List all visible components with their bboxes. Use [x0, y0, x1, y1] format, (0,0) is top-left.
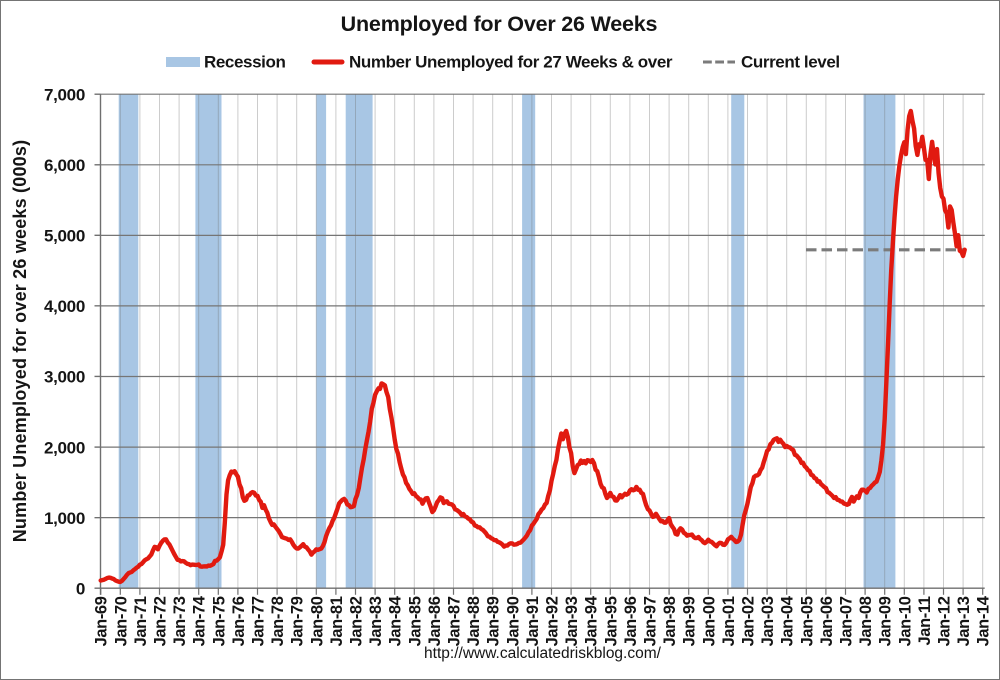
- svg-text:7,000: 7,000: [44, 85, 85, 104]
- svg-text:Jan-78: Jan-78: [269, 596, 287, 646]
- svg-text:Jan-95: Jan-95: [602, 596, 620, 646]
- svg-text:Current level: Current level: [741, 53, 840, 72]
- svg-text:Number Unemployed for over 26: Number Unemployed for over 26 weeks (000…: [10, 140, 30, 543]
- svg-text:Jan-86: Jan-86: [426, 596, 444, 646]
- svg-text:Jan-10: Jan-10: [896, 596, 914, 646]
- svg-text:Jan-69: Jan-69: [93, 596, 111, 646]
- svg-text:Number Unemployed for 27 Weeks: Number Unemployed for 27 Weeks & over: [349, 53, 673, 72]
- svg-text:Jan-09: Jan-09: [877, 596, 895, 646]
- svg-text:Jan-71: Jan-71: [132, 596, 150, 646]
- svg-text:Recession: Recession: [204, 53, 285, 72]
- svg-text:Jan-76: Jan-76: [230, 596, 248, 646]
- svg-text:Jan-89: Jan-89: [485, 596, 503, 646]
- svg-text:Jan-77: Jan-77: [250, 596, 268, 646]
- svg-text:5,000: 5,000: [44, 227, 85, 246]
- svg-text:Jan-74: Jan-74: [191, 595, 209, 646]
- svg-text:3,000: 3,000: [44, 368, 85, 387]
- svg-text:Jan-84: Jan-84: [387, 595, 405, 646]
- svg-text:Jan-04: Jan-04: [779, 595, 797, 646]
- svg-text:Jan-12: Jan-12: [936, 596, 954, 646]
- svg-text:Jan-07: Jan-07: [838, 596, 856, 646]
- svg-text:Jan-72: Jan-72: [152, 596, 170, 646]
- svg-text:0: 0: [76, 579, 85, 598]
- svg-text:Jan-94: Jan-94: [583, 595, 601, 646]
- svg-text:Jan-73: Jan-73: [171, 596, 189, 646]
- svg-text:Jan-81: Jan-81: [328, 596, 346, 646]
- svg-text:Jan-08: Jan-08: [857, 596, 875, 646]
- svg-text:Jan-03: Jan-03: [759, 596, 777, 646]
- svg-text:Jan-83: Jan-83: [367, 596, 385, 646]
- svg-text:4,000: 4,000: [44, 297, 85, 316]
- svg-text:Jan-01: Jan-01: [720, 596, 738, 646]
- svg-text:Jan-11: Jan-11: [916, 596, 934, 645]
- svg-text:2,000: 2,000: [44, 438, 85, 457]
- svg-text:Jan-00: Jan-00: [700, 596, 718, 646]
- svg-text:1,000: 1,000: [44, 509, 85, 528]
- svg-text:Jan-92: Jan-92: [544, 596, 562, 646]
- svg-text:Jan-91: Jan-91: [524, 596, 542, 646]
- svg-text:Jan-05: Jan-05: [798, 596, 816, 646]
- svg-text:Jan-79: Jan-79: [289, 596, 307, 646]
- svg-text:Jan-14: Jan-14: [975, 595, 993, 646]
- svg-text:Jan-98: Jan-98: [661, 596, 679, 646]
- svg-text:Jan-96: Jan-96: [622, 596, 640, 646]
- svg-text:Jan-82: Jan-82: [348, 596, 366, 646]
- svg-text:Jan-02: Jan-02: [740, 596, 758, 646]
- svg-text:Jan-93: Jan-93: [563, 596, 581, 646]
- svg-text:Jan-97: Jan-97: [642, 596, 660, 646]
- svg-text:Jan-13: Jan-13: [955, 596, 973, 646]
- svg-text:Jan-70: Jan-70: [112, 596, 130, 646]
- svg-text:Jan-06: Jan-06: [818, 596, 836, 646]
- svg-text:Jan-88: Jan-88: [465, 596, 483, 646]
- svg-text:Jan-99: Jan-99: [681, 596, 699, 646]
- svg-text:Jan-85: Jan-85: [406, 596, 424, 646]
- svg-text:6,000: 6,000: [44, 156, 85, 175]
- svg-text:http://www.calculatedriskblog.: http://www.calculatedriskblog.com/: [424, 645, 662, 662]
- svg-text:Jan-80: Jan-80: [308, 596, 326, 646]
- svg-text:Jan-87: Jan-87: [446, 596, 464, 646]
- svg-text:Jan-90: Jan-90: [504, 596, 522, 646]
- svg-text:Jan-75: Jan-75: [210, 596, 228, 646]
- svg-text:Unemployed for Over 26 Weeks: Unemployed for Over 26 Weeks: [341, 12, 658, 36]
